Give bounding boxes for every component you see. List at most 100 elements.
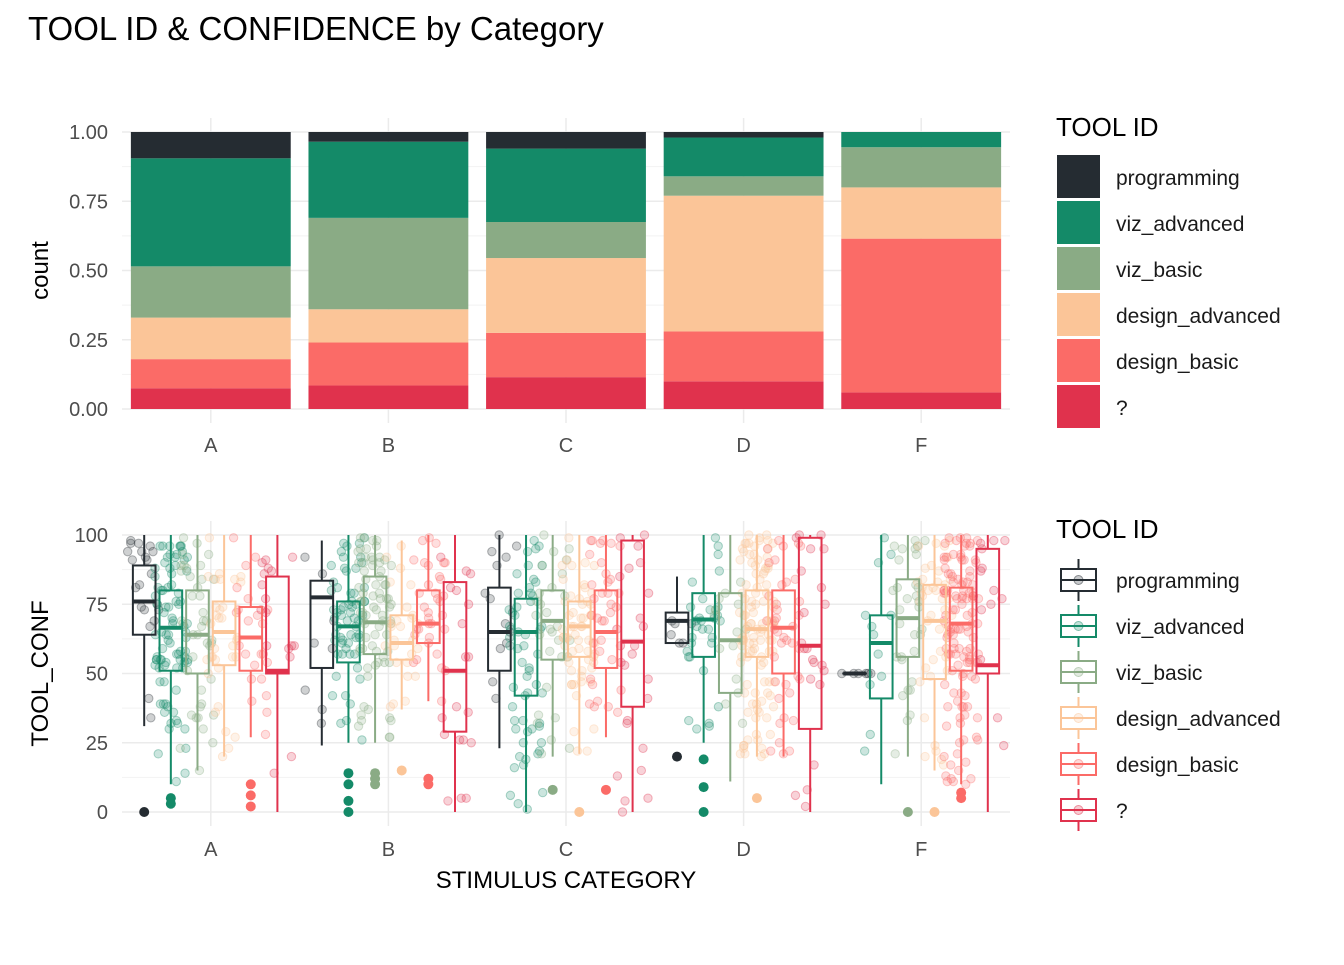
jitter-point (955, 739, 963, 747)
bar-segment (486, 222, 646, 258)
outlier-point (752, 793, 762, 803)
jitter-point (583, 747, 591, 755)
jitter-point (667, 631, 675, 639)
jitter-point (172, 716, 180, 724)
legend-label: ? (1116, 397, 1128, 420)
legend-point (1074, 806, 1083, 815)
jitter-point (749, 608, 757, 616)
jitter-point (188, 592, 196, 600)
y-tick-label: 0.00 (69, 399, 108, 421)
jitter-point (935, 625, 943, 633)
outlier-point (672, 752, 682, 762)
jitter-point (128, 556, 136, 564)
jitter-point (382, 553, 390, 561)
jitter-point (745, 531, 753, 539)
jitter-point (242, 561, 250, 569)
outlier-point (956, 793, 966, 803)
jitter-point (688, 578, 696, 586)
jitter-point (990, 586, 998, 594)
jitter-point (441, 625, 449, 633)
jitter-point (921, 752, 929, 760)
jitter-point (565, 744, 573, 752)
jitter-point (214, 703, 222, 711)
jitter-point (760, 658, 768, 666)
jitter-point (513, 570, 521, 578)
jitter-point (371, 631, 379, 639)
jitter-point (570, 727, 578, 735)
bar-segment (664, 381, 824, 409)
jitter-point (775, 739, 783, 747)
jitter-point (634, 542, 642, 550)
legend-label: viz_basic (1116, 259, 1202, 282)
jitter-point (987, 600, 995, 608)
jitter-point (565, 658, 573, 666)
jitter-point (161, 559, 169, 567)
jitter-point (346, 700, 354, 708)
jitter-point (769, 703, 777, 711)
jitter-point (1001, 536, 1009, 544)
jitter-point (586, 550, 594, 558)
jitter-point (364, 672, 372, 680)
jitter-point (514, 589, 522, 597)
jitter-point (403, 603, 411, 611)
jitter-point (640, 531, 648, 539)
jitter-point (785, 747, 793, 755)
outlier-point (246, 801, 256, 811)
y-tick-label: 50 (86, 664, 108, 686)
jitter-point (786, 689, 794, 697)
legend-swatch (1057, 247, 1100, 290)
jitter-point (597, 636, 605, 644)
jitter-point (565, 545, 573, 553)
outlier-point (699, 754, 709, 764)
jitter-point (396, 622, 404, 630)
jitter-point (951, 606, 959, 614)
outlier-point (246, 790, 256, 800)
jitter-point (205, 534, 213, 542)
legend-label: ? (1116, 800, 1128, 823)
jitter-point (757, 752, 765, 760)
jitter-point (488, 547, 496, 555)
jitter-point (927, 611, 935, 619)
jitter-point (224, 744, 232, 752)
jitter-point (156, 678, 164, 686)
bar-segment (664, 196, 824, 332)
jitter-point (789, 716, 797, 724)
jitter-point (644, 794, 652, 802)
jitter-point (746, 647, 754, 655)
jitter-point (502, 553, 510, 561)
jitter-point (699, 595, 707, 603)
x-tick-label: C (559, 839, 573, 861)
jitter-point (505, 633, 513, 641)
jitter-point (362, 545, 370, 553)
outlier-point (423, 779, 433, 789)
outlier-point (139, 807, 149, 817)
jitter-point (954, 661, 962, 669)
jitter-point (956, 714, 964, 722)
jitter-point (123, 547, 131, 555)
jitter-point (258, 581, 266, 589)
jitter-point (358, 736, 366, 744)
jitter-point (763, 714, 771, 722)
outlier-point (397, 765, 407, 775)
jitter-point (550, 547, 558, 555)
jitter-point (942, 722, 950, 730)
jitter-point (264, 564, 272, 572)
jitter-point (973, 714, 981, 722)
jitter-point (337, 719, 345, 727)
bar-segment (131, 132, 291, 158)
jitter-point (606, 575, 614, 583)
jitter-point (462, 794, 470, 802)
legend-swatch (1057, 385, 1100, 428)
jitter-point (686, 603, 694, 611)
jitter-point (621, 797, 629, 805)
jitter-point (172, 597, 180, 605)
jitter-point (877, 672, 885, 680)
bar-segment (486, 377, 646, 409)
jitter-point (775, 536, 783, 544)
jitter-point (625, 564, 633, 572)
y-tick-label: 25 (86, 733, 108, 755)
outlier-point (574, 807, 584, 817)
jitter-point (263, 708, 271, 716)
